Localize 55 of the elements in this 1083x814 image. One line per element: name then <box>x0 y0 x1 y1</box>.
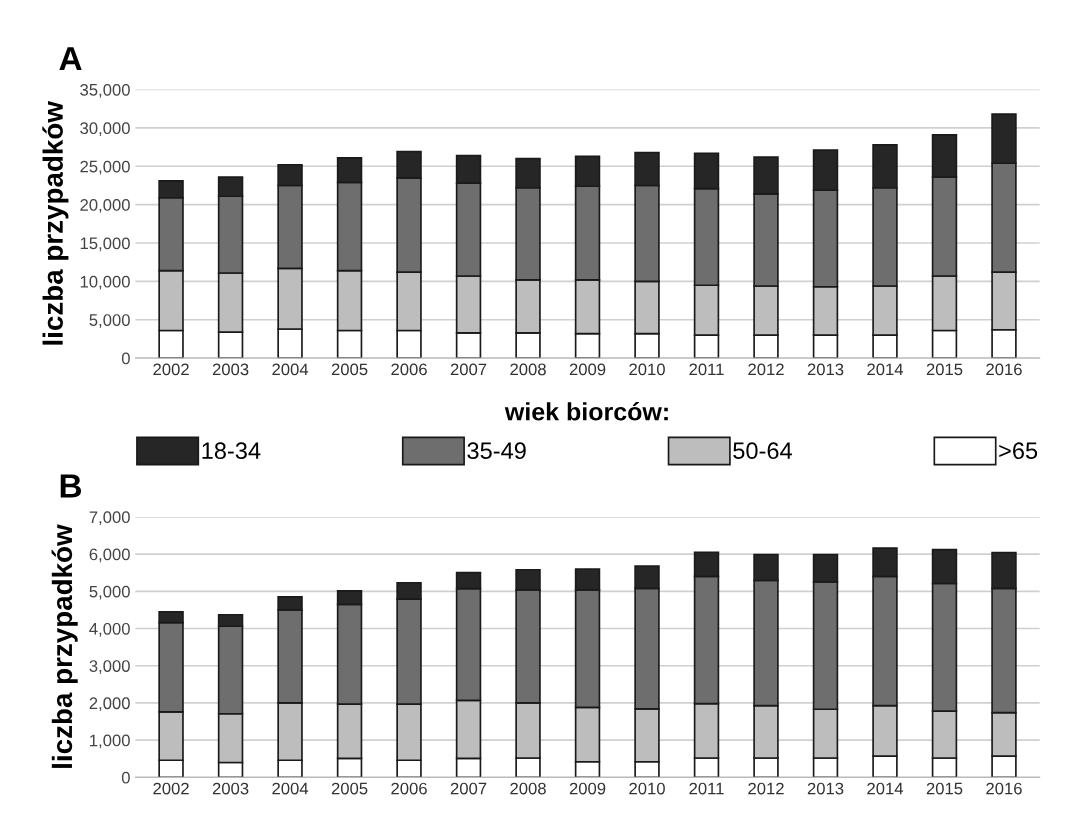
legend-title: wiek biorców: <box>504 402 668 421</box>
y-tick-label: 1,000 <box>90 734 130 749</box>
x-tick-label: 2012 <box>748 782 784 795</box>
legend-label: 35-49 <box>467 442 526 460</box>
x-tick-label: 2009 <box>569 363 606 376</box>
x-tick-label: 2007 <box>450 363 487 376</box>
chart-title: B <box>60 474 82 498</box>
y-tick-label: 4,000 <box>89 622 130 637</box>
y-axis-title: liczba przypadków <box>42 101 69 345</box>
y-tick-label: 35,000 <box>80 83 130 98</box>
y-tick-label: 6,000 <box>89 548 130 563</box>
x-tick-label: 2015 <box>926 782 963 795</box>
y-tick-label: 3,000 <box>89 660 130 674</box>
y-tick-label: 20,000 <box>80 199 130 213</box>
y-axis-title: liczba przypadków <box>51 524 78 768</box>
chart-title: A <box>59 47 82 71</box>
x-tick-label: 2008 <box>510 782 546 795</box>
x-tick-label: 2012 <box>748 363 784 376</box>
x-tick-label: 2006 <box>391 363 427 376</box>
x-tick-label: 2005 <box>331 363 368 376</box>
x-tick-label: 2002 <box>153 782 189 795</box>
y-tick-label: 30,000 <box>80 122 130 137</box>
x-tick-label: 2014 <box>867 782 904 795</box>
y-tick-label: 5,000 <box>89 314 130 328</box>
x-tick-label: 2005 <box>331 782 368 795</box>
y-tick-label: 25,000 <box>80 160 130 175</box>
x-tick-label: 2011 <box>689 363 724 376</box>
x-tick-label: 2010 <box>629 363 665 376</box>
x-tick-label: 2016 <box>986 782 1022 795</box>
x-tick-label: 2014 <box>867 363 904 376</box>
y-tick-label: 0 <box>121 352 130 365</box>
x-tick-label: 2007 <box>450 782 487 795</box>
x-tick-label: 2006 <box>391 782 427 795</box>
x-tick-label: 2008 <box>510 363 546 376</box>
x-tick-label: 2010 <box>629 782 665 795</box>
y-tick-label: 10,000 <box>80 275 130 290</box>
x-tick-label: 2011 <box>689 782 724 795</box>
y-tick-label: 7,000 <box>89 511 130 526</box>
x-tick-label: 2009 <box>569 782 606 795</box>
legend-label: 18-34 <box>202 442 261 460</box>
x-tick-label: 2003 <box>212 363 249 376</box>
y-tick-label: 0 <box>121 771 130 784</box>
x-tick-label: 2003 <box>212 782 249 795</box>
y-tick-label: 15,000 <box>80 237 130 252</box>
y-tick-label: 5,000 <box>89 585 130 600</box>
x-tick-label: 2002 <box>153 363 189 376</box>
legend-label: >65 <box>999 442 1038 460</box>
x-tick-label: 2004 <box>272 782 309 795</box>
x-tick-label: 2004 <box>272 363 309 376</box>
legend-label: 50-64 <box>733 442 792 460</box>
x-tick-label: 2015 <box>926 363 963 376</box>
x-tick-label: 2016 <box>986 363 1022 376</box>
x-tick-label: 2013 <box>807 363 844 376</box>
y-tick-label: 2,000 <box>89 697 130 712</box>
x-tick-label: 2013 <box>807 782 844 795</box>
